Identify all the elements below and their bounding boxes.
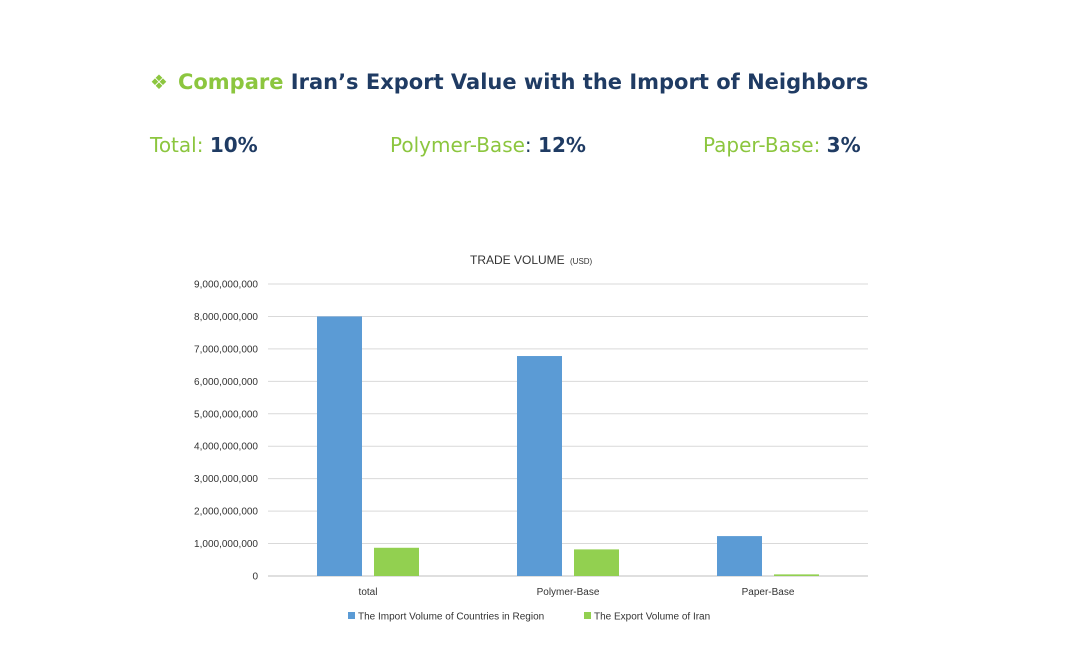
bar-export-2 [774, 574, 819, 576]
heading-text: Iran’s Export Value with the Import of N… [283, 70, 869, 94]
slide-heading: ❖ Compare Iran’s Export Value with the Im… [150, 70, 868, 94]
y-tick-label: 2,000,000,000 [194, 507, 258, 518]
stat-separator: : [524, 133, 539, 157]
x-tick-label: Polymer-Base [537, 587, 600, 598]
chart-subtitle: (USD) [570, 257, 593, 266]
bar-import-1 [517, 356, 562, 576]
y-tick-label: 9,000,000,000 [194, 280, 258, 291]
y-tick-label: 5,000,000,000 [194, 409, 258, 420]
stat-value: 3% [826, 133, 861, 157]
y-tick-label: 7,000,000,000 [194, 344, 258, 355]
y-tick-label: 0 [252, 572, 258, 583]
y-tick-label: 6,000,000,000 [194, 377, 258, 388]
bar-import-0 [317, 316, 362, 576]
diamond-bullet-icon: ❖ [150, 70, 168, 94]
stat-polymer-base: Polymer-Base: 12% [390, 133, 586, 157]
bar-export-1 [574, 549, 619, 576]
chart-title: TRADE VOLUME [470, 253, 565, 267]
bar-import-2 [717, 536, 762, 576]
x-tick-label: Paper-Base [742, 587, 795, 598]
stat-label: Paper-Base: [703, 133, 827, 157]
stat-value: 12% [538, 133, 586, 157]
legend-label: The Export Volume of Iran [594, 612, 710, 623]
stat-value: 10% [209, 133, 258, 157]
y-tick-label: 3,000,000,000 [194, 474, 258, 485]
stat-label: Total: [150, 133, 210, 157]
bar-export-0 [374, 547, 419, 576]
y-tick-label: 8,000,000,000 [194, 312, 258, 323]
heading-accent: Compare [177, 70, 284, 94]
y-tick-label: 4,000,000,000 [194, 442, 258, 453]
legend-swatch [584, 612, 591, 619]
stat-paper-base: Paper-Base: 3% [703, 133, 861, 157]
legend-swatch [348, 612, 355, 619]
y-tick-label: 1,000,000,000 [194, 539, 258, 550]
x-tick-label: total [359, 587, 378, 598]
stat-label: Polymer-Base [390, 133, 525, 157]
legend-label: The Import Volume of Countries in Region [358, 612, 544, 623]
stat-total: Total: 10% [150, 133, 258, 157]
